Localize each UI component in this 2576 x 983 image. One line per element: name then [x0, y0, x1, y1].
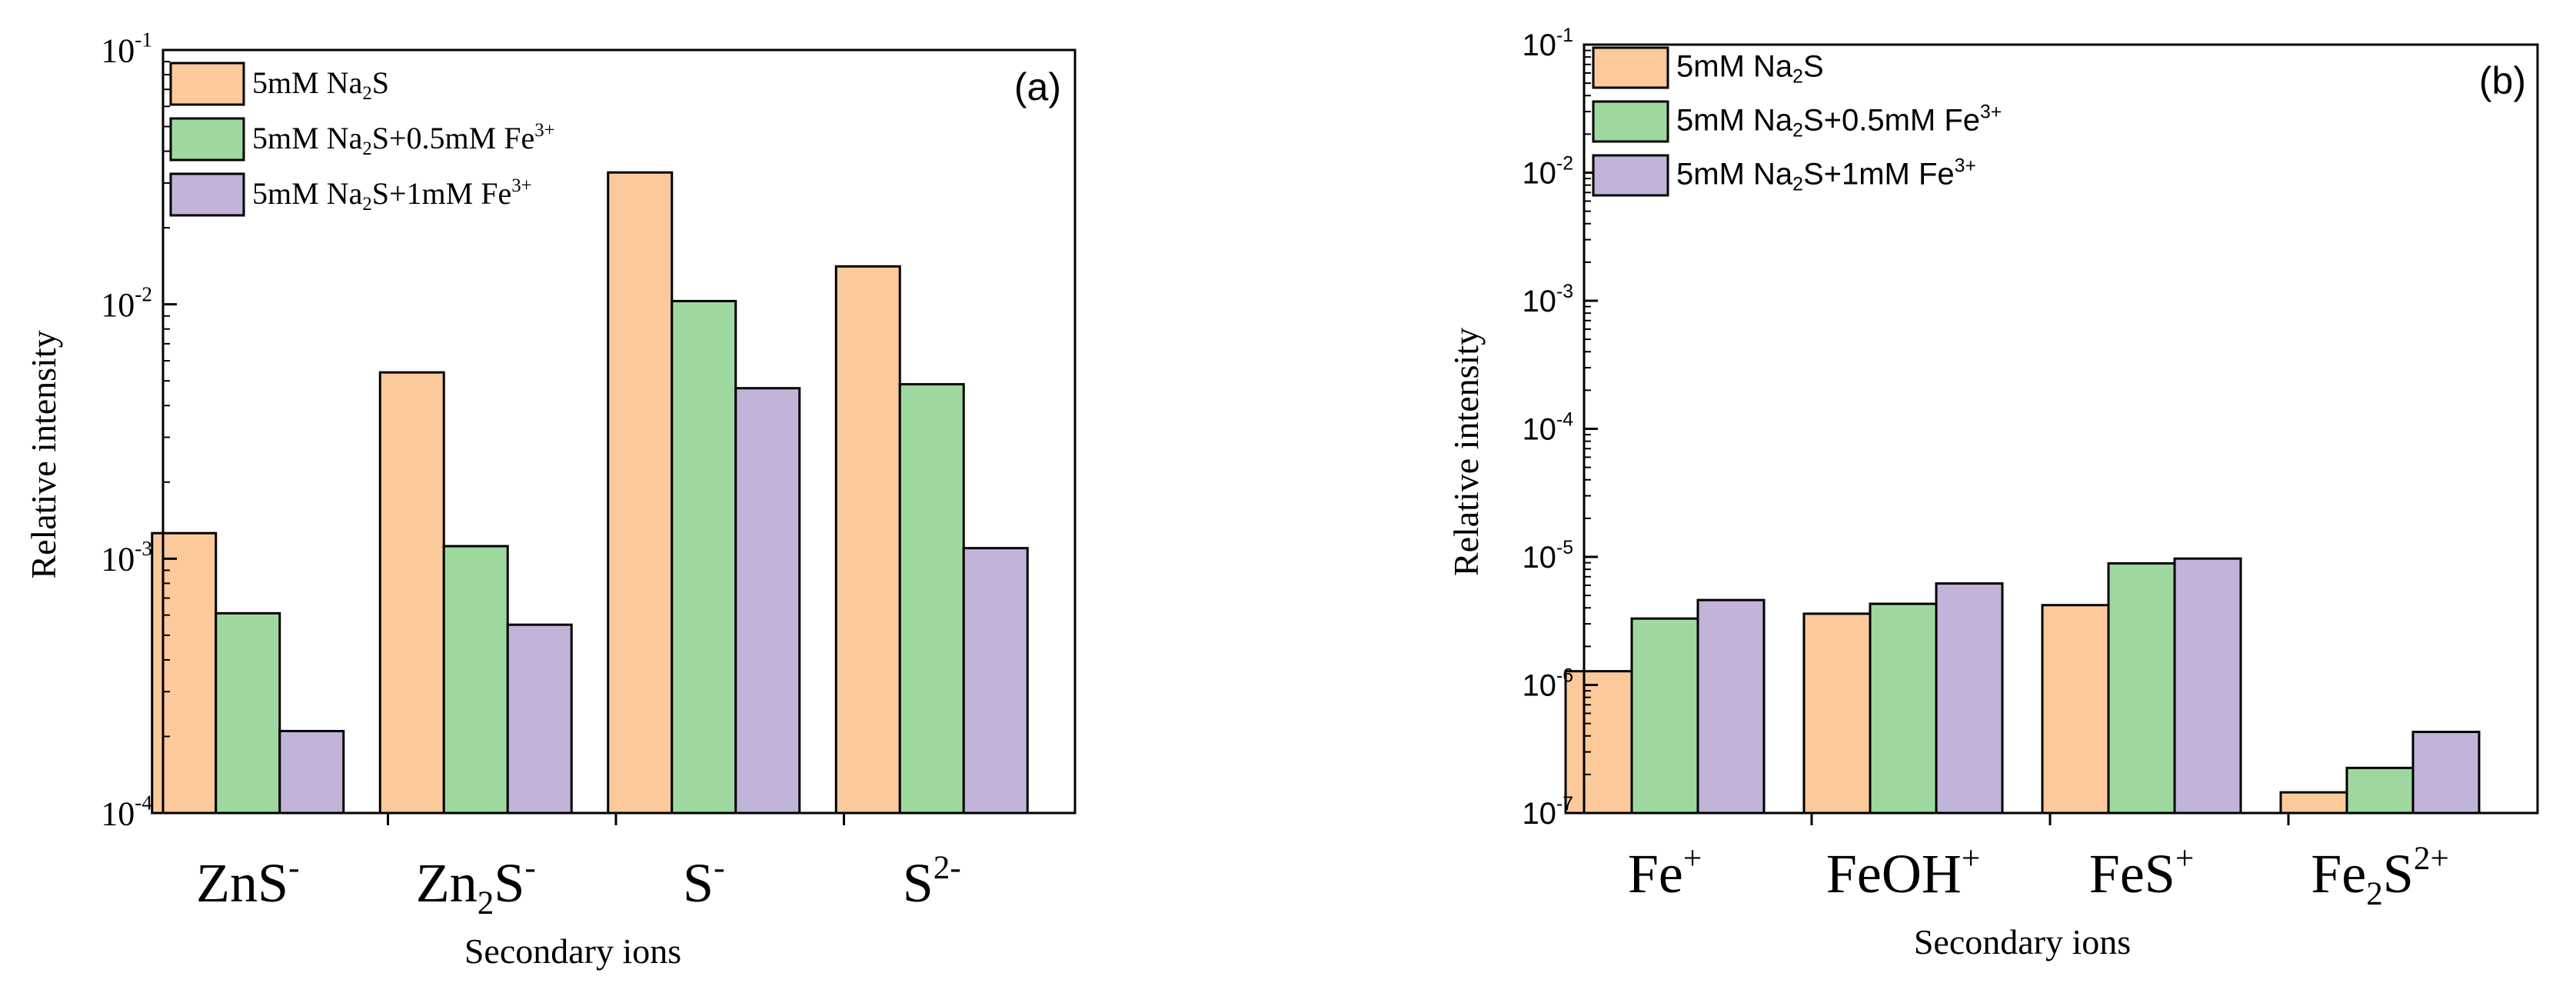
bar-2-series-2: [1869, 602, 1938, 815]
legend-entry: 5mM Na2S: [1676, 49, 1824, 87]
bar-4-series-3: [2411, 731, 2481, 815]
bar-3-series-3: [2173, 557, 2242, 815]
y-tick-label: 10-2: [1522, 154, 1573, 191]
legend-entry: 5mM Na2S: [252, 65, 389, 104]
x-category-label: Fe2S2+: [2311, 841, 2449, 912]
y-tick-label: 10-2: [101, 282, 152, 324]
bar-2-series-3: [506, 623, 573, 815]
bar-2-series-1: [378, 371, 445, 815]
chart-panel-a: 10-4 10-3 10-2 10-1 ZnS- Zn2S- S- S2- Secondary …: [24, 28, 1077, 971]
legend-entry: 5mM Na2S+1mM Fe3+: [252, 175, 532, 215]
y-tick-label: 10-3: [1522, 282, 1573, 318]
x-category-label: S2-: [903, 850, 961, 914]
x-category-label: Zn2S-: [416, 850, 536, 921]
bar-4-series-3: [962, 547, 1029, 815]
y-tick-label: 10-6: [1522, 666, 1573, 703]
bar-1-series-1: [1564, 670, 1633, 815]
bar-4-series-2: [898, 383, 965, 815]
chart-panel-b: 10-7 10-6 10-5 10-4 10-3 10-2 10-1 Fe+ FeOH+ FeS+…: [1446, 25, 2539, 961]
y-ticks: [163, 48, 177, 815]
y-tick-label: 10-5: [1522, 538, 1573, 575]
x-category-label: Fe+: [1628, 841, 1702, 905]
bar-3-series-1: [607, 171, 674, 815]
legend: 5mM Na2S 5mM Na2S+0.5mM Fe3+ 5mM Na2S+1mM …: [169, 62, 555, 217]
bar-3-series-1: [2041, 604, 2110, 815]
bar-3-series-3: [734, 387, 801, 815]
x-axis-title: Secondary ions: [1914, 922, 2131, 961]
legend-entry: 5mM Na2S+0.5mM Fe3+: [1676, 102, 2002, 141]
y-axis-title: Relative intensity: [1446, 328, 1486, 576]
plot-frame: [161, 48, 1077, 815]
x-category-label: FeOH+: [1826, 841, 1980, 905]
y-tick-label: 10-1: [1522, 25, 1573, 62]
legend-swatch: [169, 172, 245, 217]
bar-4-series-1: [2279, 791, 2348, 815]
panel-label: (b): [2479, 59, 2526, 102]
bar-2-series-1: [1802, 612, 1872, 815]
bar-3-series-2: [671, 299, 737, 815]
bar-1-series-3: [278, 729, 345, 815]
legend-swatch: [169, 117, 245, 162]
y-tick-label: 10-4: [1522, 410, 1573, 447]
legend-swatch: [1592, 46, 1669, 89]
y-tick-label: 10-3: [101, 537, 152, 578]
x-category-label: FeS+: [2089, 841, 2194, 905]
legend-entry: 5mM Na2S+1mM Fe3+: [1676, 155, 1976, 195]
y-ticks: [1584, 43, 1598, 815]
bar-1-series-1: [151, 531, 218, 815]
y-tick-label: 10-1: [101, 28, 152, 70]
bar-4-series-2: [2345, 766, 2415, 815]
bar-1-series-2: [215, 611, 281, 815]
bar-2-series-3: [1935, 582, 2004, 815]
legend-swatch: [1592, 154, 1669, 197]
x-category-label: ZnS-: [196, 850, 299, 914]
x-category-label: S-: [683, 850, 724, 914]
y-tick-label: 10-4: [101, 791, 152, 833]
legend: 5mM Na2S 5mM Na2S+0.5mM Fe3+ 5mM Na2S+1mM …: [1592, 46, 2002, 197]
bar-3-series-2: [2107, 561, 2176, 815]
legend-swatch: [1592, 100, 1669, 143]
bar-2-series-2: [442, 545, 509, 815]
legend-entry: 5mM Na2S+0.5mM Fe3+: [252, 120, 555, 159]
legend-swatch: [169, 62, 245, 106]
bar-4-series-1: [834, 265, 901, 815]
x-axis-title: Secondary ions: [464, 931, 681, 971]
y-tick-label: 10-7: [1522, 794, 1573, 831]
y-axis-title: Relative intensity: [24, 330, 63, 578]
panel-label: (a): [1014, 65, 1061, 108]
bar-1-series-3: [1696, 598, 1766, 815]
bar-1-series-2: [1630, 617, 1699, 815]
bars: [151, 171, 1029, 815]
